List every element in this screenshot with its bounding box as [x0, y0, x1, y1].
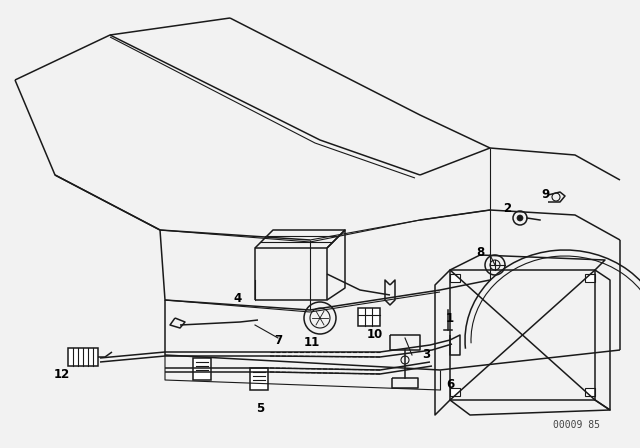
Text: 3: 3 — [422, 349, 430, 362]
Circle shape — [517, 215, 523, 221]
Bar — [450, 388, 460, 396]
Bar — [358, 308, 380, 326]
Bar — [193, 358, 211, 380]
Bar — [450, 274, 460, 282]
Text: 4: 4 — [234, 292, 242, 305]
Text: 1: 1 — [446, 311, 454, 324]
Text: 10: 10 — [367, 328, 383, 341]
Text: 5: 5 — [256, 401, 264, 414]
Text: 11: 11 — [304, 336, 320, 349]
Text: 00009 85: 00009 85 — [553, 420, 600, 430]
Bar — [585, 274, 595, 282]
Text: 9: 9 — [541, 189, 549, 202]
Bar — [585, 388, 595, 396]
Text: 2: 2 — [503, 202, 511, 215]
Text: 8: 8 — [476, 246, 484, 258]
Bar — [68, 348, 98, 366]
Text: 6: 6 — [446, 379, 454, 392]
Text: 12: 12 — [54, 369, 70, 382]
Text: 7: 7 — [274, 333, 282, 346]
Bar — [250, 368, 268, 390]
